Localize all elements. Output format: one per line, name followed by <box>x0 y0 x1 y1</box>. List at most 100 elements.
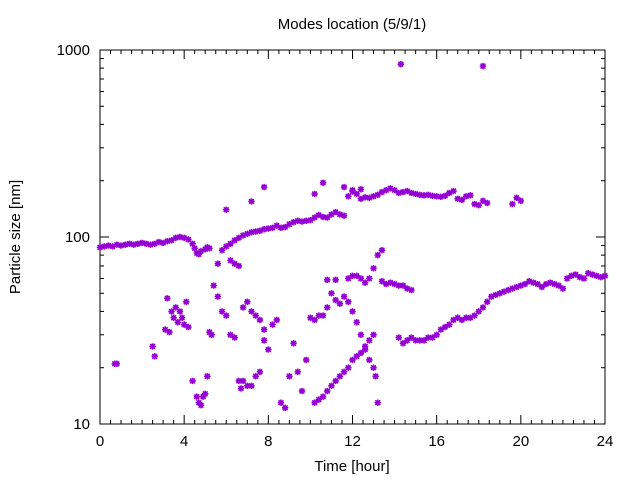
data-point <box>332 208 339 216</box>
data-point <box>286 373 293 380</box>
data-point <box>281 223 289 231</box>
data-point <box>199 393 207 400</box>
data-point <box>143 240 150 247</box>
x-tick-label: 24 <box>597 433 614 450</box>
data-point <box>294 368 301 376</box>
data-point <box>349 308 356 315</box>
data-point <box>538 283 546 291</box>
y-tick-label: 100 <box>65 229 90 246</box>
data-point <box>340 183 348 191</box>
data-point <box>361 346 369 353</box>
data-point <box>420 337 428 344</box>
data-point <box>412 337 419 344</box>
x-tick-label: 8 <box>264 433 272 450</box>
data-point <box>397 60 405 68</box>
data-point <box>353 319 360 326</box>
data-point <box>172 304 179 311</box>
data-point <box>197 247 205 255</box>
data-point <box>580 275 588 282</box>
data-point <box>189 240 196 247</box>
data-point <box>180 321 188 328</box>
data-point <box>101 243 108 250</box>
data-point <box>542 280 550 288</box>
data-point <box>298 218 306 225</box>
data-point <box>416 337 424 344</box>
data-point <box>294 217 301 225</box>
data-point <box>450 316 457 324</box>
data-point <box>166 328 173 336</box>
data-point <box>239 377 247 385</box>
data-point <box>404 337 411 344</box>
data-point <box>311 316 318 324</box>
data-point <box>391 186 398 194</box>
data-point <box>441 192 449 200</box>
data-point <box>164 295 171 302</box>
data-point <box>183 298 190 306</box>
data-point <box>218 246 226 254</box>
data-point <box>237 385 245 392</box>
data-point <box>357 275 365 282</box>
data-point <box>126 240 133 247</box>
data-point <box>172 234 179 242</box>
data-point <box>223 312 230 319</box>
data-point <box>164 237 171 245</box>
data-point <box>446 189 453 197</box>
data-point <box>467 192 474 199</box>
data-point <box>372 373 379 380</box>
data-point <box>210 282 217 289</box>
data-point <box>332 276 339 284</box>
data-point <box>105 242 112 249</box>
data-point <box>361 194 369 201</box>
data-point <box>433 331 440 338</box>
data-point <box>227 331 234 338</box>
data-point <box>260 326 268 333</box>
data-point <box>370 265 377 272</box>
data-point <box>479 197 487 205</box>
data-point <box>517 197 525 205</box>
data-point <box>416 191 424 199</box>
data-point <box>151 240 158 247</box>
data-point <box>193 393 200 400</box>
data-point <box>195 250 203 258</box>
data-point <box>265 346 272 353</box>
data-point <box>488 293 495 300</box>
data-point <box>273 222 280 229</box>
data-point <box>349 272 356 280</box>
data-point <box>315 396 323 403</box>
data-point <box>332 377 339 385</box>
data-point <box>568 272 575 280</box>
data-point <box>357 349 365 357</box>
data-point <box>454 195 461 203</box>
data-point <box>231 260 238 267</box>
data-point <box>298 387 306 395</box>
data-point <box>555 282 562 289</box>
data-point <box>336 373 344 380</box>
data-point <box>244 382 251 390</box>
data-point <box>180 234 188 242</box>
data-point <box>208 331 215 338</box>
data-point <box>315 312 323 319</box>
data-point <box>408 334 415 341</box>
data-point <box>429 192 436 200</box>
data-point <box>319 213 327 221</box>
data-point <box>475 201 482 209</box>
data-point <box>559 285 567 292</box>
data-point <box>273 316 280 324</box>
data-point <box>387 279 394 286</box>
x-tick-label: 16 <box>428 433 445 450</box>
data-point <box>404 187 411 195</box>
data-point <box>178 314 186 321</box>
data-point <box>437 326 445 333</box>
data-point <box>450 187 457 195</box>
data-point <box>307 216 314 224</box>
data-point <box>281 404 289 412</box>
data-point <box>248 382 255 390</box>
data-point <box>311 214 318 221</box>
data-point <box>248 198 255 205</box>
data-point <box>572 271 579 278</box>
data-point <box>505 286 512 294</box>
data-point <box>408 189 415 197</box>
data-point <box>517 282 525 289</box>
data-point <box>446 321 453 328</box>
data-point <box>509 200 516 208</box>
